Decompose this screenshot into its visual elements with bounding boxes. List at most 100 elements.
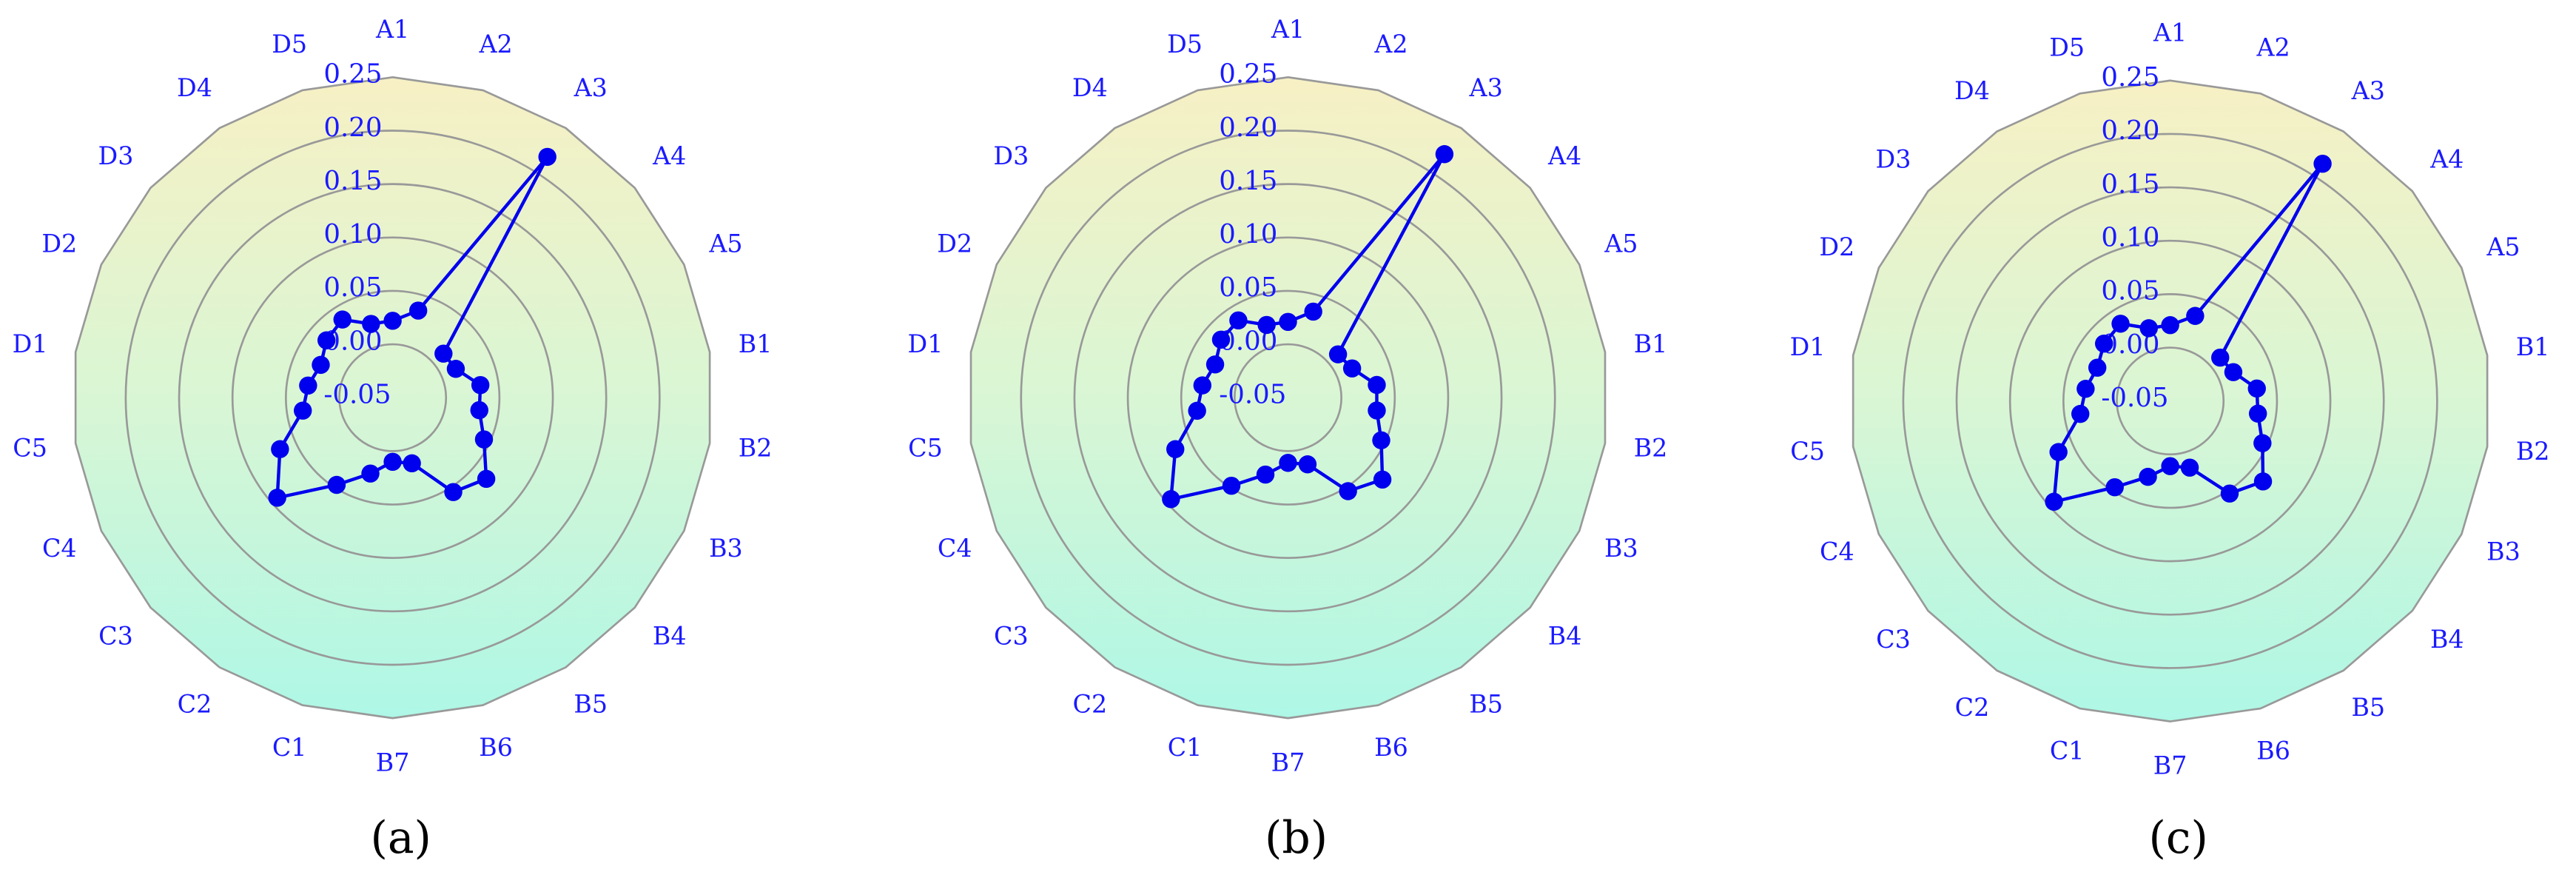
radar-chart: -0.050.000.050.100.150.200.25A1A2A3A4A5B… bbox=[13, 15, 773, 864]
category-label: C1 bbox=[2050, 737, 2085, 765]
category-label: C5 bbox=[13, 434, 47, 463]
category-label: B2 bbox=[2516, 437, 2550, 466]
radar-chart: -0.050.000.050.100.150.200.25A1A2A3A4A5B… bbox=[1790, 19, 2550, 865]
data-point bbox=[1368, 375, 1386, 395]
category-label: A5 bbox=[1604, 229, 1638, 258]
category-label: B4 bbox=[2430, 625, 2464, 654]
tick-label: 0.10 bbox=[2101, 223, 2159, 253]
data-point bbox=[2248, 404, 2267, 423]
data-point bbox=[2211, 348, 2230, 367]
category-label: C4 bbox=[938, 534, 972, 563]
category-label: B7 bbox=[1271, 748, 1305, 777]
category-label: C1 bbox=[1168, 733, 1203, 762]
tick-label: 0.05 bbox=[323, 272, 382, 303]
data-point bbox=[2094, 334, 2113, 353]
data-point bbox=[408, 301, 428, 320]
data-point bbox=[333, 310, 352, 329]
outer-grid bbox=[1852, 79, 2489, 723]
category-label: B1 bbox=[739, 329, 773, 358]
category-label: C4 bbox=[1820, 537, 1854, 566]
data-point bbox=[477, 469, 496, 489]
category-label: C3 bbox=[1876, 625, 1911, 654]
data-point bbox=[1279, 312, 1297, 331]
data-point bbox=[1368, 401, 1386, 420]
category-label: A1 bbox=[1271, 15, 1305, 44]
category-label: A4 bbox=[2429, 144, 2464, 173]
data-point bbox=[2224, 363, 2243, 381]
data-point bbox=[403, 454, 421, 473]
outer-grid bbox=[74, 76, 711, 720]
category-label: D2 bbox=[41, 229, 77, 258]
category-label: A4 bbox=[1547, 141, 1581, 170]
data-point bbox=[1279, 454, 1297, 472]
category-label: A3 bbox=[1469, 73, 1503, 102]
category-label: B6 bbox=[479, 733, 513, 762]
category-label: B2 bbox=[1634, 434, 1668, 463]
category-label: C5 bbox=[908, 434, 943, 463]
grid-ring bbox=[1020, 130, 1556, 666]
grid-ring bbox=[231, 236, 554, 560]
grid-ring bbox=[284, 289, 501, 506]
panel-label: (a) bbox=[370, 812, 431, 864]
data-point bbox=[446, 360, 465, 378]
data-point bbox=[1328, 345, 1348, 363]
category-label: C2 bbox=[178, 690, 212, 719]
grid-ring bbox=[338, 343, 448, 452]
data-point bbox=[538, 147, 556, 167]
grid-ring bbox=[1902, 133, 2438, 669]
grid-ring bbox=[2062, 293, 2279, 509]
category-label: B4 bbox=[1548, 621, 1582, 650]
data-point bbox=[2161, 457, 2179, 475]
data-point bbox=[362, 315, 380, 333]
grid-ring bbox=[1234, 343, 1342, 452]
category-label: A1 bbox=[375, 15, 409, 44]
tick-label: 0.05 bbox=[1219, 272, 1277, 303]
category-label: D4 bbox=[1072, 73, 1108, 102]
data-point bbox=[1211, 330, 1231, 349]
grid-ring bbox=[124, 130, 661, 666]
data-point bbox=[1166, 440, 1185, 458]
category-label: C4 bbox=[42, 534, 77, 563]
data-point bbox=[271, 440, 289, 458]
tick-label: 0.15 bbox=[1219, 166, 1277, 196]
data-point bbox=[327, 475, 346, 495]
data-point bbox=[299, 376, 317, 395]
category-label: A4 bbox=[652, 141, 686, 170]
data-point bbox=[470, 400, 488, 420]
category-label: D3 bbox=[1876, 144, 1911, 173]
outer-grid bbox=[969, 76, 1607, 720]
grid-ring bbox=[2008, 239, 2332, 563]
panel-label: (b) bbox=[1265, 812, 1328, 864]
data-point bbox=[383, 312, 402, 330]
category-label: C2 bbox=[1073, 690, 1108, 719]
tick-label: 0.20 bbox=[2101, 115, 2159, 146]
data-point bbox=[2139, 467, 2157, 486]
category-label: D1 bbox=[908, 329, 944, 358]
category-label: C5 bbox=[1790, 437, 1825, 466]
data-point bbox=[2186, 306, 2205, 325]
data-point bbox=[1304, 302, 1322, 321]
category-label: B3 bbox=[2486, 537, 2520, 566]
data-point bbox=[1435, 145, 1454, 164]
data-point bbox=[1342, 359, 1362, 378]
tick-label: 0.25 bbox=[323, 59, 382, 90]
category-label: A3 bbox=[574, 73, 608, 102]
category-label: B2 bbox=[739, 434, 773, 463]
data-point bbox=[1298, 455, 1317, 474]
tick-label: 0.15 bbox=[2101, 169, 2159, 199]
data-point bbox=[1372, 431, 1390, 449]
category-label: D2 bbox=[937, 229, 972, 258]
data-point bbox=[2088, 358, 2107, 377]
data-point bbox=[2253, 434, 2272, 452]
data-point bbox=[2247, 379, 2266, 398]
category-label: B7 bbox=[2153, 751, 2187, 780]
data-point bbox=[2071, 404, 2090, 423]
tick-label: -0.05 bbox=[1219, 380, 1286, 410]
tick-label: -0.05 bbox=[323, 380, 391, 410]
category-label: B7 bbox=[376, 748, 410, 777]
grid-ring bbox=[1180, 289, 1396, 506]
category-label: D4 bbox=[1954, 76, 1990, 105]
category-label: D5 bbox=[1167, 30, 1203, 58]
category-label: B4 bbox=[653, 621, 687, 650]
category-label: B1 bbox=[1634, 329, 1668, 358]
